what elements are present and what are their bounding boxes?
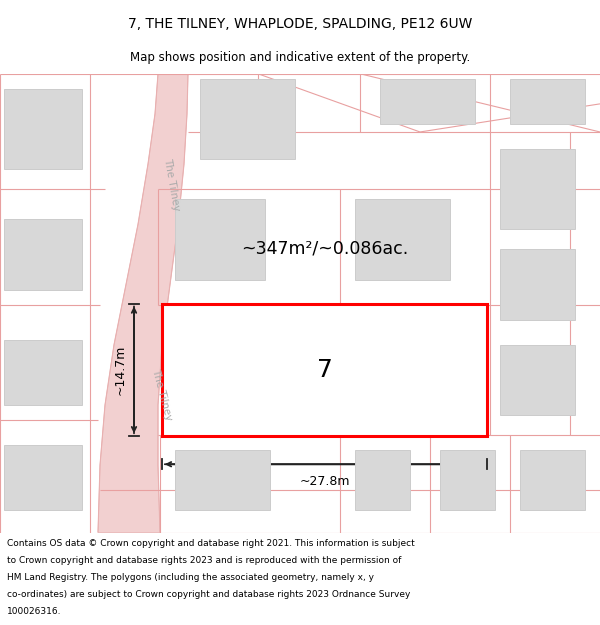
Bar: [510, 79, 585, 124]
Bar: [4, 445, 82, 511]
Text: The Tilney: The Tilney: [163, 157, 182, 211]
Bar: [175, 199, 265, 279]
Bar: [162, 304, 487, 436]
Text: ~14.7m: ~14.7m: [113, 345, 127, 395]
Bar: [500, 249, 575, 320]
Bar: [500, 149, 575, 229]
Bar: [380, 79, 475, 124]
Text: ~27.8m: ~27.8m: [299, 475, 350, 488]
Bar: [4, 89, 82, 169]
Text: 7: 7: [317, 358, 332, 382]
Bar: [520, 450, 585, 511]
Polygon shape: [98, 74, 188, 532]
Bar: [355, 450, 410, 511]
Text: HM Land Registry. The polygons (including the associated geometry, namely x, y: HM Land Registry. The polygons (includin…: [7, 573, 374, 582]
Text: to Crown copyright and database rights 2023 and is reproduced with the permissio: to Crown copyright and database rights 2…: [7, 556, 401, 565]
Text: co-ordinates) are subject to Crown copyright and database rights 2023 Ordnance S: co-ordinates) are subject to Crown copyr…: [7, 590, 410, 599]
Bar: [355, 320, 450, 410]
Bar: [200, 79, 295, 159]
Text: Contains OS data © Crown copyright and database right 2021. This information is : Contains OS data © Crown copyright and d…: [7, 539, 415, 548]
Text: Map shows position and indicative extent of the property.: Map shows position and indicative extent…: [130, 51, 470, 64]
Bar: [4, 340, 82, 405]
Bar: [500, 345, 575, 415]
Bar: [355, 199, 450, 279]
Text: 7, THE TILNEY, WHAPLODE, SPALDING, PE12 6UW: 7, THE TILNEY, WHAPLODE, SPALDING, PE12 …: [128, 17, 472, 31]
Bar: [4, 219, 82, 289]
Text: ~347m²/~0.086ac.: ~347m²/~0.086ac.: [241, 239, 408, 258]
Bar: [175, 320, 265, 410]
Text: The Tilney: The Tilney: [150, 368, 174, 422]
Text: 100026316.: 100026316.: [7, 608, 62, 616]
Bar: [175, 450, 270, 511]
Bar: [440, 450, 495, 511]
